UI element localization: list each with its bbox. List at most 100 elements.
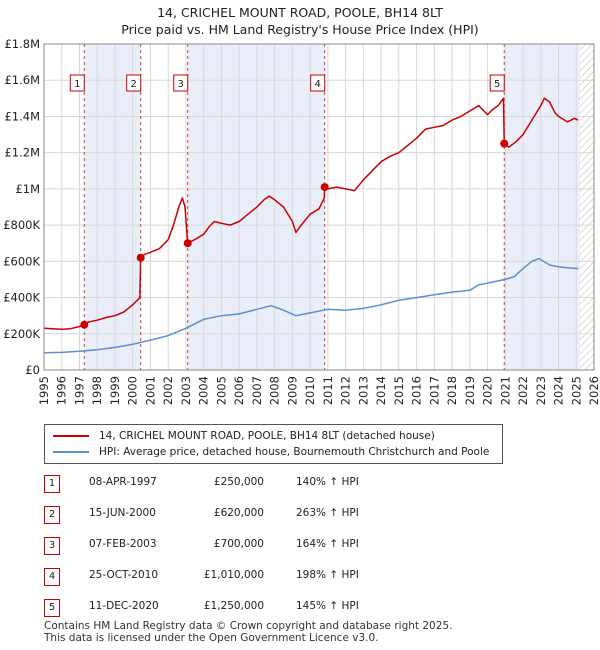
y-tick-label: £1.4M xyxy=(4,109,40,123)
y-tick-label: £600K xyxy=(3,254,40,268)
table-row: 5 11-DEC-2020 £1,250,000 145% ↑ HPI xyxy=(44,594,464,625)
x-tick-label: 2012 xyxy=(339,376,353,405)
x-tick-label: 2013 xyxy=(356,376,370,405)
sale-price: £1,010,000 xyxy=(203,569,264,581)
chart-subtitle: Price paid vs. HM Land Registry's House … xyxy=(121,22,479,37)
x-tick-label: 1995 xyxy=(37,376,51,405)
sale-hpi-change: 140% ↑ HPI xyxy=(296,476,359,488)
sale-label: 3 xyxy=(178,79,184,90)
sale-label-box xyxy=(310,74,326,92)
y-tick-label: £200K xyxy=(3,327,40,341)
sale-date: 11-DEC-2020 xyxy=(89,600,159,612)
x-tick-label: 2019 xyxy=(463,376,477,405)
x-tick-label: 2003 xyxy=(179,376,193,405)
x-tick-label: 2000 xyxy=(126,376,140,405)
sale-number-badge: 4 xyxy=(44,568,60,586)
x-tick-label: 2009 xyxy=(285,376,299,405)
footer: Contains HM Land Registry data © Crown c… xyxy=(44,620,452,644)
y-tick-label: £0 xyxy=(25,363,40,377)
legend-label-hpi: HPI: Average price, detached house, Bour… xyxy=(99,446,490,458)
sale-label: 5 xyxy=(494,79,500,90)
x-tick-label: 2014 xyxy=(374,376,388,405)
price-chart: 1 2 3 4 5 £0 £200K £400K £600K £800K £1M £1.2M £1.4M… xyxy=(3,37,600,405)
hatched-region xyxy=(579,44,594,370)
x-tick-label: 2018 xyxy=(445,376,459,405)
x-tick-label: 2002 xyxy=(161,376,175,405)
sale-label: 1 xyxy=(74,79,80,90)
table-row: 4 25-OCT-2010 £1,010,000 198% ↑ HPI xyxy=(44,563,464,594)
sale-label-box xyxy=(69,74,85,92)
x-tick-label: 2022 xyxy=(516,376,530,405)
sale-hpi-change: 164% ↑ HPI xyxy=(296,538,359,550)
legend-swatch-hpi xyxy=(53,451,89,453)
x-tick-label: 2023 xyxy=(534,376,548,405)
legend-swatch-property xyxy=(53,435,89,437)
x-tick-label: 2020 xyxy=(481,376,495,405)
y-tick-label: £1M xyxy=(15,182,40,196)
x-tick-label: 2016 xyxy=(410,376,424,405)
x-tick-label: 2004 xyxy=(197,376,211,405)
x-tick-label: 2025 xyxy=(569,376,583,405)
x-tick-label: 1996 xyxy=(55,376,69,405)
sale-hpi-change: 145% ↑ HPI xyxy=(296,600,359,612)
sale-date: 07-FEB-2003 xyxy=(89,538,157,550)
y-tick-label: £400K xyxy=(3,291,40,305)
x-tick-label: 2005 xyxy=(214,376,228,405)
table-row: 1 08-APR-1997 £250,000 140% ↑ HPI xyxy=(44,470,464,501)
table-row: 3 07-FEB-2003 £700,000 164% ↑ HPI xyxy=(44,532,464,563)
x-tick-label: 2021 xyxy=(498,376,512,405)
sale-point xyxy=(80,320,89,329)
sale-hpi-change: 263% ↑ HPI xyxy=(296,507,359,519)
footer-licence: This data is licensed under the Open Gov… xyxy=(44,632,379,644)
sale-price: £700,000 xyxy=(213,538,264,550)
sale-number-badge: 5 xyxy=(44,599,60,617)
sale-point xyxy=(183,239,192,248)
x-tick-label: 2010 xyxy=(303,376,317,405)
sale-label: 4 xyxy=(314,79,320,90)
sale-point xyxy=(320,183,329,192)
sales-table: 1 08-APR-1997 £250,000 140% ↑ HPI 2 15-J… xyxy=(44,470,464,625)
x-tick-label: 2011 xyxy=(321,376,335,405)
series-line-hpi xyxy=(43,257,579,354)
sale-price: £620,000 xyxy=(213,507,264,519)
legend-item-hpi: HPI: Average price, detached house, Bour… xyxy=(53,444,489,460)
y-tick-label: £1.6M xyxy=(4,73,40,87)
sale-date: 25-OCT-2010 xyxy=(89,569,158,581)
chart-title-block: 14, CRICHEL MOUNT ROAD, POOLE, BH14 8LT … xyxy=(0,4,600,38)
sale-label: 2 xyxy=(131,79,137,90)
sale-label-box xyxy=(126,74,142,92)
x-tick-label: 2006 xyxy=(232,376,246,405)
sale-number-badge: 1 xyxy=(44,475,60,493)
sale-point xyxy=(136,253,145,262)
sale-date: 08-APR-1997 xyxy=(89,476,157,488)
sale-hpi-change: 198% ↑ HPI xyxy=(296,569,359,581)
shaded-interval xyxy=(504,44,580,370)
sale-label-box xyxy=(489,74,505,92)
x-tick-label: 2026 xyxy=(587,376,600,405)
series-line-property xyxy=(43,97,579,331)
y-tick-label: £800K xyxy=(3,218,40,232)
chart-legend: 14, CRICHEL MOUNT ROAD, POOLE, BH14 8LT … xyxy=(44,424,503,464)
x-tick-label: 2017 xyxy=(427,376,441,405)
x-tick-label: 2007 xyxy=(250,376,264,405)
x-tick-label: 2024 xyxy=(552,376,566,405)
x-tick-label: 2015 xyxy=(392,376,406,405)
chart-title: 14, CRICHEL MOUNT ROAD, POOLE, BH14 8LT xyxy=(157,5,443,20)
sale-point xyxy=(500,139,509,148)
y-tick-label: £1.2M xyxy=(4,146,40,160)
sale-price: £1,250,000 xyxy=(203,600,264,612)
sale-label-box xyxy=(173,74,189,92)
x-tick-label: 2001 xyxy=(143,376,157,405)
x-tick-label: 1997 xyxy=(72,376,86,405)
sale-date: 15-JUN-2000 xyxy=(89,507,156,519)
sale-price: £250,000 xyxy=(213,476,264,488)
legend-label-property: 14, CRICHEL MOUNT ROAD, POOLE, BH14 8LT … xyxy=(99,430,435,442)
legend-item-property: 14, CRICHEL MOUNT ROAD, POOLE, BH14 8LT … xyxy=(53,428,435,444)
sale-number-badge: 2 xyxy=(44,506,60,524)
y-tick-label: £1.8M xyxy=(4,37,40,51)
table-row: 2 15-JUN-2000 £620,000 263% ↑ HPI xyxy=(44,501,464,532)
sale-number-badge: 3 xyxy=(44,537,60,555)
x-tick-label: 1999 xyxy=(108,376,122,405)
x-tick-label: 1998 xyxy=(90,376,104,405)
x-tick-label: 2008 xyxy=(268,376,282,405)
